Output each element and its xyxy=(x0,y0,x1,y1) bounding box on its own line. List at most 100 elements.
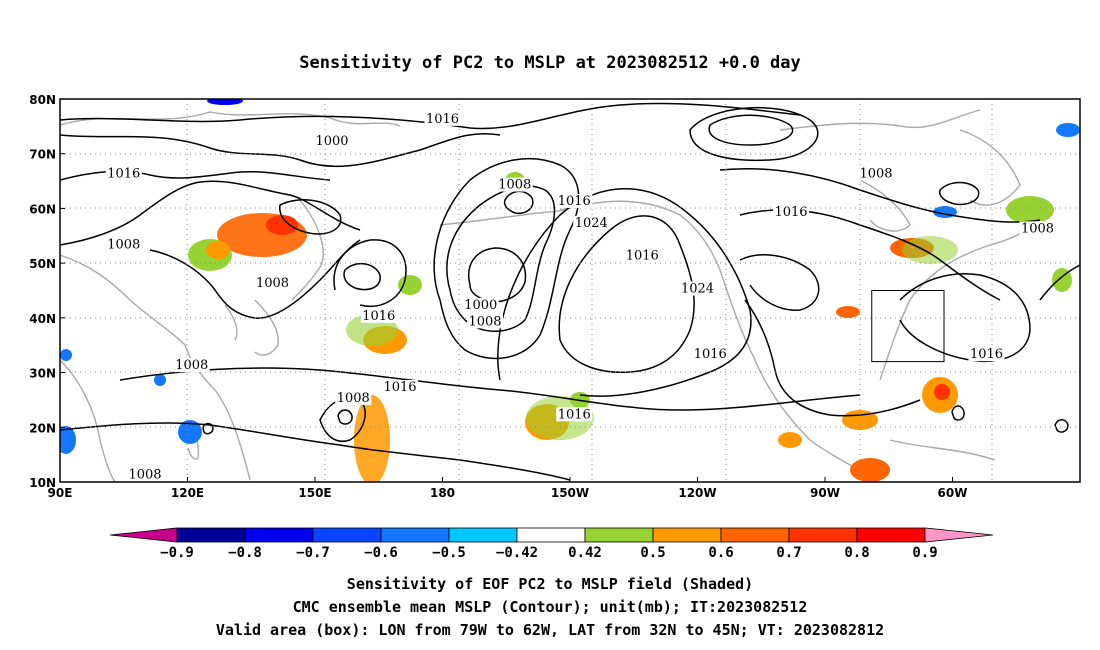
latitude-labels: 80N 70N 60N 50N 40N 30N 20N 10N xyxy=(29,93,65,490)
contour-label: 1008 xyxy=(1021,221,1054,236)
contour-na-1016-south xyxy=(744,299,921,417)
contour-label: 1000 xyxy=(464,298,497,313)
contour-label: 1016 xyxy=(558,407,591,422)
contour-label: 1016 xyxy=(626,249,659,264)
positive-patch-manchuria-2 xyxy=(206,241,230,259)
contour-label: 1016 xyxy=(774,205,807,220)
contour-label-bg xyxy=(968,347,1005,362)
contour-label: 1008 xyxy=(107,238,140,253)
colorbar-level-label: −0.6 xyxy=(364,545,398,561)
lat-label: 50N xyxy=(29,257,56,271)
positive-patch-mexico xyxy=(778,432,802,448)
contour-label: 1000 xyxy=(315,134,348,149)
positive-patch-caribbean xyxy=(850,458,890,482)
contour-label-bg xyxy=(858,166,894,181)
contour-label-bg xyxy=(105,166,142,181)
contour-label-bg xyxy=(105,237,142,252)
colorbar-low-extend xyxy=(109,527,178,543)
contour-label-bg xyxy=(314,133,350,148)
coastline-caribbean xyxy=(889,439,996,461)
contour-label-bg xyxy=(467,314,503,329)
lon-label: 90E xyxy=(48,486,73,500)
contour-small-low-atl xyxy=(951,405,965,421)
contour-small-low-atl-2 xyxy=(1054,419,1069,433)
lat-label: 70N xyxy=(29,148,56,162)
coastline-hudson-bay xyxy=(859,179,911,232)
negative-patch-india xyxy=(60,426,76,454)
lat-label: 10N xyxy=(29,476,56,490)
positive-patch-bahamas-core xyxy=(934,384,950,400)
longitude-labels: 90E 120E 150E 180 150W 120W 90W 60W xyxy=(48,477,968,500)
lat-label: 30N xyxy=(29,367,56,381)
colorbar-swatch xyxy=(380,527,450,543)
contour-small-low-1 xyxy=(337,409,353,425)
lon-label: 120W xyxy=(678,486,716,500)
contour-label-bg xyxy=(556,407,593,422)
map-area: 1016101610081000100810161024101610081008… xyxy=(60,99,1080,482)
colorbar-swatch xyxy=(176,527,246,543)
contour-label: 1016 xyxy=(970,347,1003,362)
contour-label-bg xyxy=(462,297,499,312)
contour-high-1016 xyxy=(497,188,752,397)
contour-label: 1008 xyxy=(337,391,370,406)
contour-low-nw-pacific xyxy=(343,263,381,291)
lon-label: 150W xyxy=(551,486,589,500)
lon-label: 120E xyxy=(171,486,204,500)
contour-label: 1016 xyxy=(558,194,591,209)
coastline-north-america-west xyxy=(719,269,881,482)
contour-label-bg xyxy=(692,347,729,362)
contour-label-bg xyxy=(679,281,716,296)
positive-patch-kurils xyxy=(398,275,422,295)
contour-label-bg xyxy=(556,193,593,208)
colorbar-swatch xyxy=(788,527,858,543)
coastline-korea xyxy=(224,304,238,341)
caption-line-2: CMC ensemble mean MSLP (Contour); unit(m… xyxy=(293,598,808,616)
coastline-east-asia xyxy=(60,254,251,481)
positive-patch-west-pacific xyxy=(354,395,390,482)
contour-atlantic-east xyxy=(1039,264,1080,301)
lon-label: 60W xyxy=(938,486,968,500)
contour-aleutian-low-1008 xyxy=(446,185,556,332)
positive-patch-atlantic-east xyxy=(1052,268,1072,292)
lat-label: 40N xyxy=(29,312,56,326)
coastline-greenland xyxy=(959,129,1021,206)
colorbar-level-label: 0.9 xyxy=(912,545,937,561)
colorbar-level-label: 0.7 xyxy=(776,545,801,561)
colorbar-level-label: −0.5 xyxy=(432,545,466,561)
contour-label: 1016 xyxy=(426,112,459,127)
coastline-kamchatka xyxy=(291,199,324,301)
valid-area-box xyxy=(871,290,945,363)
lon-label: 180 xyxy=(430,486,455,500)
contour-label-bg xyxy=(496,177,533,192)
contour-label-bg xyxy=(1019,221,1056,236)
colorbar xyxy=(109,527,994,543)
contour-na-1024 xyxy=(739,254,820,311)
contour-label-bg xyxy=(624,248,661,263)
coastline-north-america-east xyxy=(879,214,1051,381)
lat-label: 60N xyxy=(29,202,56,216)
contour-label: 1008 xyxy=(256,276,289,291)
contour-label-bg xyxy=(424,111,461,126)
contour-low-nw-pacific-outer xyxy=(333,239,407,307)
contour-greenland-low xyxy=(938,181,980,206)
lat-label: 80N xyxy=(29,93,56,107)
contour-label-bg xyxy=(360,308,397,323)
contour-label-bg xyxy=(382,379,418,394)
colorbar-level-label: −0.8 xyxy=(228,545,262,561)
negative-patch-arctic-east xyxy=(1056,123,1080,137)
positive-patch-labrador-green xyxy=(902,236,958,264)
lon-label: 150E xyxy=(298,486,331,500)
negative-patch-tibet xyxy=(60,349,72,361)
figure-title: Sensitivity of PC2 to MSLP at 2023082512… xyxy=(299,53,801,73)
colorbar-swatch xyxy=(584,527,654,543)
colorbar-swatch xyxy=(448,527,518,543)
contour-pacific-1008-south xyxy=(60,422,571,481)
colorbar-level-label: −0.7 xyxy=(296,545,330,561)
contour-label: 1016 xyxy=(362,309,395,324)
colorbar-swatch xyxy=(244,527,314,543)
contour-arctic xyxy=(60,102,801,130)
colorbar-high-extend xyxy=(924,527,994,543)
colorbar-swatch xyxy=(312,527,382,543)
caption-line-3: Valid area (box): LON from 79W to 62W, L… xyxy=(216,621,884,639)
contour-label: 1016 xyxy=(107,167,140,182)
